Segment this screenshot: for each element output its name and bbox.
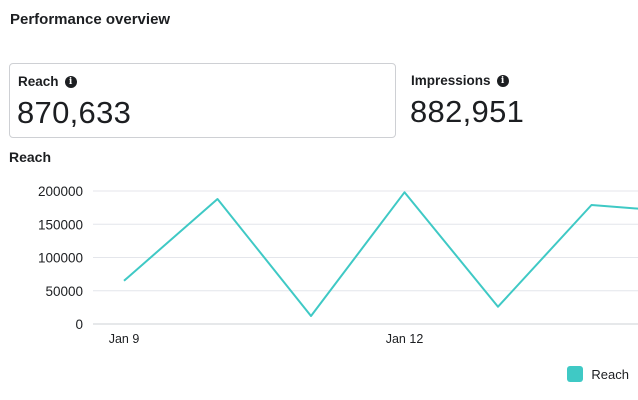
metric-label-row: Reach i — [18, 74, 77, 89]
x-tick-label: Jan 12 — [386, 332, 424, 346]
legend-label: Reach — [591, 366, 629, 382]
metric-card-reach[interactable]: Reach i 870,633 — [9, 63, 396, 138]
info-icon[interactable]: i — [64, 75, 77, 88]
chart-legend[interactable]: Reach — [567, 366, 629, 382]
y-tick-label: 200000 — [38, 184, 83, 199]
y-tick-label: 150000 — [38, 217, 83, 232]
chart-section-title: Reach — [9, 149, 52, 165]
metric-card-impressions[interactable]: Impressions i 882,951 — [403, 63, 633, 138]
metric-value: 870,633 — [17, 95, 132, 130]
metric-value: 882,951 — [410, 94, 525, 129]
y-tick-label: 50000 — [45, 284, 83, 299]
legend-swatch — [567, 366, 584, 382]
x-tick-label: Jan 9 — [109, 332, 140, 346]
reach-line-chart: 0 50000 100000 150000 200000 Jan 9 Jan 12 — [38, 184, 638, 346]
y-tick-label: 100000 — [38, 251, 83, 266]
info-icon[interactable]: i — [496, 74, 509, 87]
reach-series-line — [123, 191, 638, 317]
metric-label-row: Impressions i — [411, 73, 509, 88]
metric-label: Impressions — [411, 73, 491, 88]
metric-label: Reach — [18, 74, 59, 89]
page-title: Performance overview — [10, 11, 171, 28]
y-tick-label: 0 — [75, 317, 83, 332]
